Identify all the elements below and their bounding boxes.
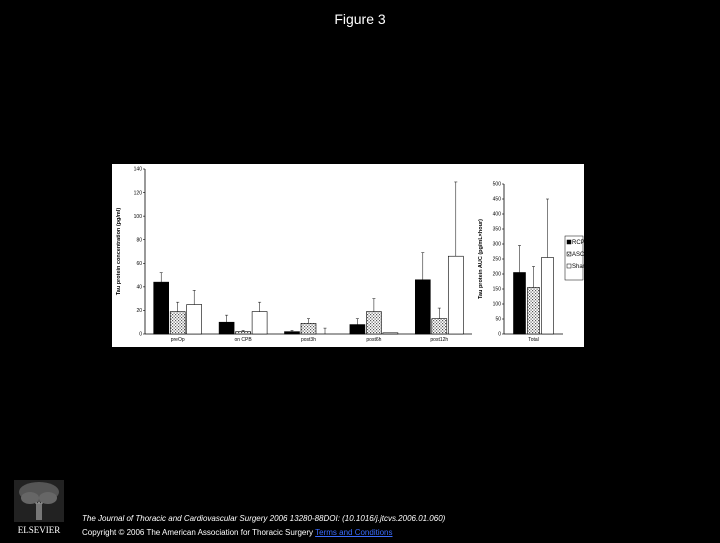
copyright-text: Copyright © 2006 The American Associatio… [82,528,314,537]
elsevier-logo: ELSEVIER [6,478,72,538]
bar-rcp-inf [153,281,170,335]
x-tick-label: post12h [430,337,448,343]
chart-legend: RCP-INF ASCP Sham [564,235,584,281]
tau-auc-chart: 0 50 100 150 200 250 300 350 400 450 500 Tau protei… [478,182,563,343]
legend-swatch-rcp-inf [566,239,572,245]
chart-svg: 0 20 40 60 80 100 120 140 Tau protein concentrat… [116,167,584,343]
legend-label-ascp: ASCP [572,252,584,258]
figure-panel: 0 20 40 60 80 100 120 140 Tau protein concentrat… [112,164,584,347]
y-tick-label: 140 [134,167,143,173]
bar-ascp [300,323,317,335]
tau-concentration-chart: 0 20 40 60 80 100 120 140 Tau protein concentrat… [116,167,472,343]
y-tick-label: 250 [493,257,502,263]
elsevier-tree-icon: ELSEVIER [14,480,64,535]
y-tick-label: 20 [136,308,142,314]
terms-link[interactable]: Terms and Conditions [315,528,393,537]
bar-rcp-inf [414,279,431,335]
bar-ascp [431,318,448,335]
bar-ascp [235,331,251,335]
y-tick-label: 40 [136,285,142,291]
y-tick-label: 150 [493,287,502,293]
x-tick-label: preOp [171,337,185,343]
y-axis-title: Tau protein AUC (pg/mL×hour) [478,219,484,299]
legend-swatch-sham [566,263,572,269]
x-tick-label: post6h [366,337,381,343]
y-tick-label: 400 [493,212,502,218]
bar-rcp-inf [218,321,235,335]
x-tick-label: Total [528,337,539,343]
legend-label-rcp-inf: RCP-INF [572,240,584,246]
slide-title: Figure 3 [334,11,386,27]
bar-sham [251,311,268,335]
y-tick-label: 80 [136,237,142,243]
legend-label-sham: Sham [572,264,584,270]
y-tick-label: 450 [493,197,502,203]
bar-rcp-inf [284,331,300,335]
bar-ascp [527,287,540,335]
bar-sham [447,255,464,335]
y-tick-label: 0 [498,332,501,338]
y-tick-label: 100 [134,214,143,220]
bar-rcp-inf [349,324,366,335]
y-tick-label: 500 [493,182,502,188]
x-tick-label: on CPB [234,337,252,343]
citation-text: The Journal of Thoracic and Cardiovascul… [82,514,446,523]
legend-box [564,235,584,281]
y-tick-label: 50 [495,317,501,323]
y-tick-label: 300 [493,242,502,248]
bar-sham [541,257,554,335]
y-tick-label: 60 [136,261,142,267]
legend-swatch-ascp [566,251,572,257]
bar-ascp [169,311,186,335]
y-tick-label: 350 [493,227,502,233]
y-tick-label: 120 [134,190,143,196]
copyright-line: Copyright © 2006 The American Associatio… [82,528,393,537]
bar-sham [186,304,202,335]
bar-rcp-inf [513,272,526,335]
bar-sham [382,332,399,335]
y-tick-label: 200 [493,272,502,278]
y-axis-title: Tau protein concentration (pg/ml) [116,208,122,295]
svg-text:ELSEVIER: ELSEVIER [18,525,61,535]
y-tick-label: 100 [493,302,502,308]
y-tick-label: 0 [139,332,142,338]
bar-ascp [366,311,382,335]
x-tick-label: post3h [301,337,316,343]
